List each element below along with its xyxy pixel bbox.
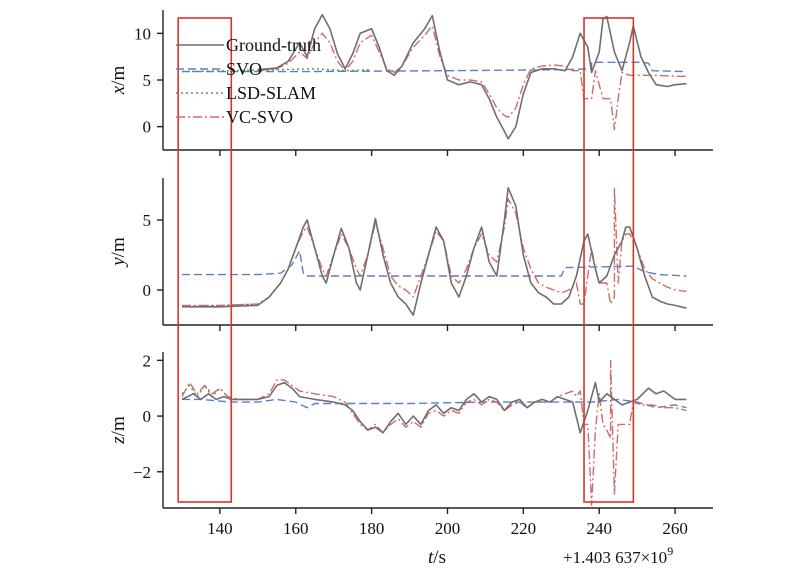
y-axis-label-unit: /m (108, 66, 129, 86)
y-tick-label-x: 0 (143, 118, 152, 137)
x-tick-label: 260 (662, 519, 688, 538)
legend-label-lsd-slam: LSD-SLAM (226, 83, 316, 103)
y-axis-label-y: y/m (108, 237, 129, 268)
y-axis-label-var: x (108, 85, 129, 95)
series-ground-truth-y (182, 187, 687, 316)
y-axis-label-var: y (108, 257, 129, 268)
x-tick-label: 180 (359, 519, 385, 538)
plot-area: 0 5 10 x/m 0 5 y/m −2 0 2 140 160 180 200 220 240 260 z/m (108, 10, 713, 538)
x-axis-label-unit: /s (433, 547, 446, 568)
y-axis-label-x: x/m (108, 66, 129, 96)
y-axis-label-var: z (108, 436, 129, 445)
series-ground-truth-x (257, 13, 687, 140)
highlight-box-2 (583, 17, 635, 503)
y-tick-label-y: 5 (143, 211, 152, 230)
legend: Ground-truth SVO LSD-SLAM VC-SVO (176, 35, 321, 127)
panel-z: −2 0 2 140 160 180 200 220 240 260 z/m (108, 351, 713, 538)
series-lsd-slam-x (181, 68, 372, 73)
x-tick-label: 140 (207, 519, 233, 538)
x-axis-label: t/s (428, 547, 446, 568)
panel-y: 0 5 y/m (108, 178, 713, 331)
series-svo-z (182, 398, 687, 409)
y-axis-label-unit: /m (108, 416, 129, 436)
y-tick-label-x: 5 (143, 71, 152, 90)
y-tick-label-z: −2 (133, 463, 151, 482)
series-lsd-slam-z (181, 384, 229, 398)
y-tick-label-z: 0 (143, 407, 152, 426)
y-tick-label-x: 10 (134, 24, 151, 43)
legend-label-ground-truth: Ground-truth (226, 35, 321, 55)
series-vc-svo-y (182, 187, 687, 307)
legend-label-svo: SVO (226, 59, 262, 79)
y-axis-label-unit: /m (108, 237, 129, 257)
legend-label-vc-svo: VC-SVO (226, 107, 293, 127)
x-tick-label: 160 (283, 519, 309, 538)
x-offset-label: +1.403 637×109 (563, 544, 673, 567)
series-ground-truth-z (181, 381, 687, 434)
x-tick-label: 220 (511, 519, 537, 538)
y-tick-label-y: 0 (143, 281, 152, 300)
series-vc-svo-z (181, 359, 687, 506)
x-axis-label-var: t (428, 547, 434, 568)
x-tick-label: 240 (586, 519, 612, 538)
series-vc-svo-x (257, 25, 687, 131)
series-svo-x (182, 61, 687, 73)
x-tick-label: 200 (435, 519, 461, 538)
highlight-box-1 (177, 17, 233, 503)
series-svo-y (182, 250, 687, 277)
x-offset-mantissa: +1.403 637×10 (563, 548, 667, 567)
panel-x: 0 5 10 x/m (108, 10, 713, 156)
y-tick-label-z: 2 (143, 351, 152, 370)
x-offset-exponent: 9 (667, 544, 673, 558)
y-axis-label-z: z/m (108, 416, 129, 445)
